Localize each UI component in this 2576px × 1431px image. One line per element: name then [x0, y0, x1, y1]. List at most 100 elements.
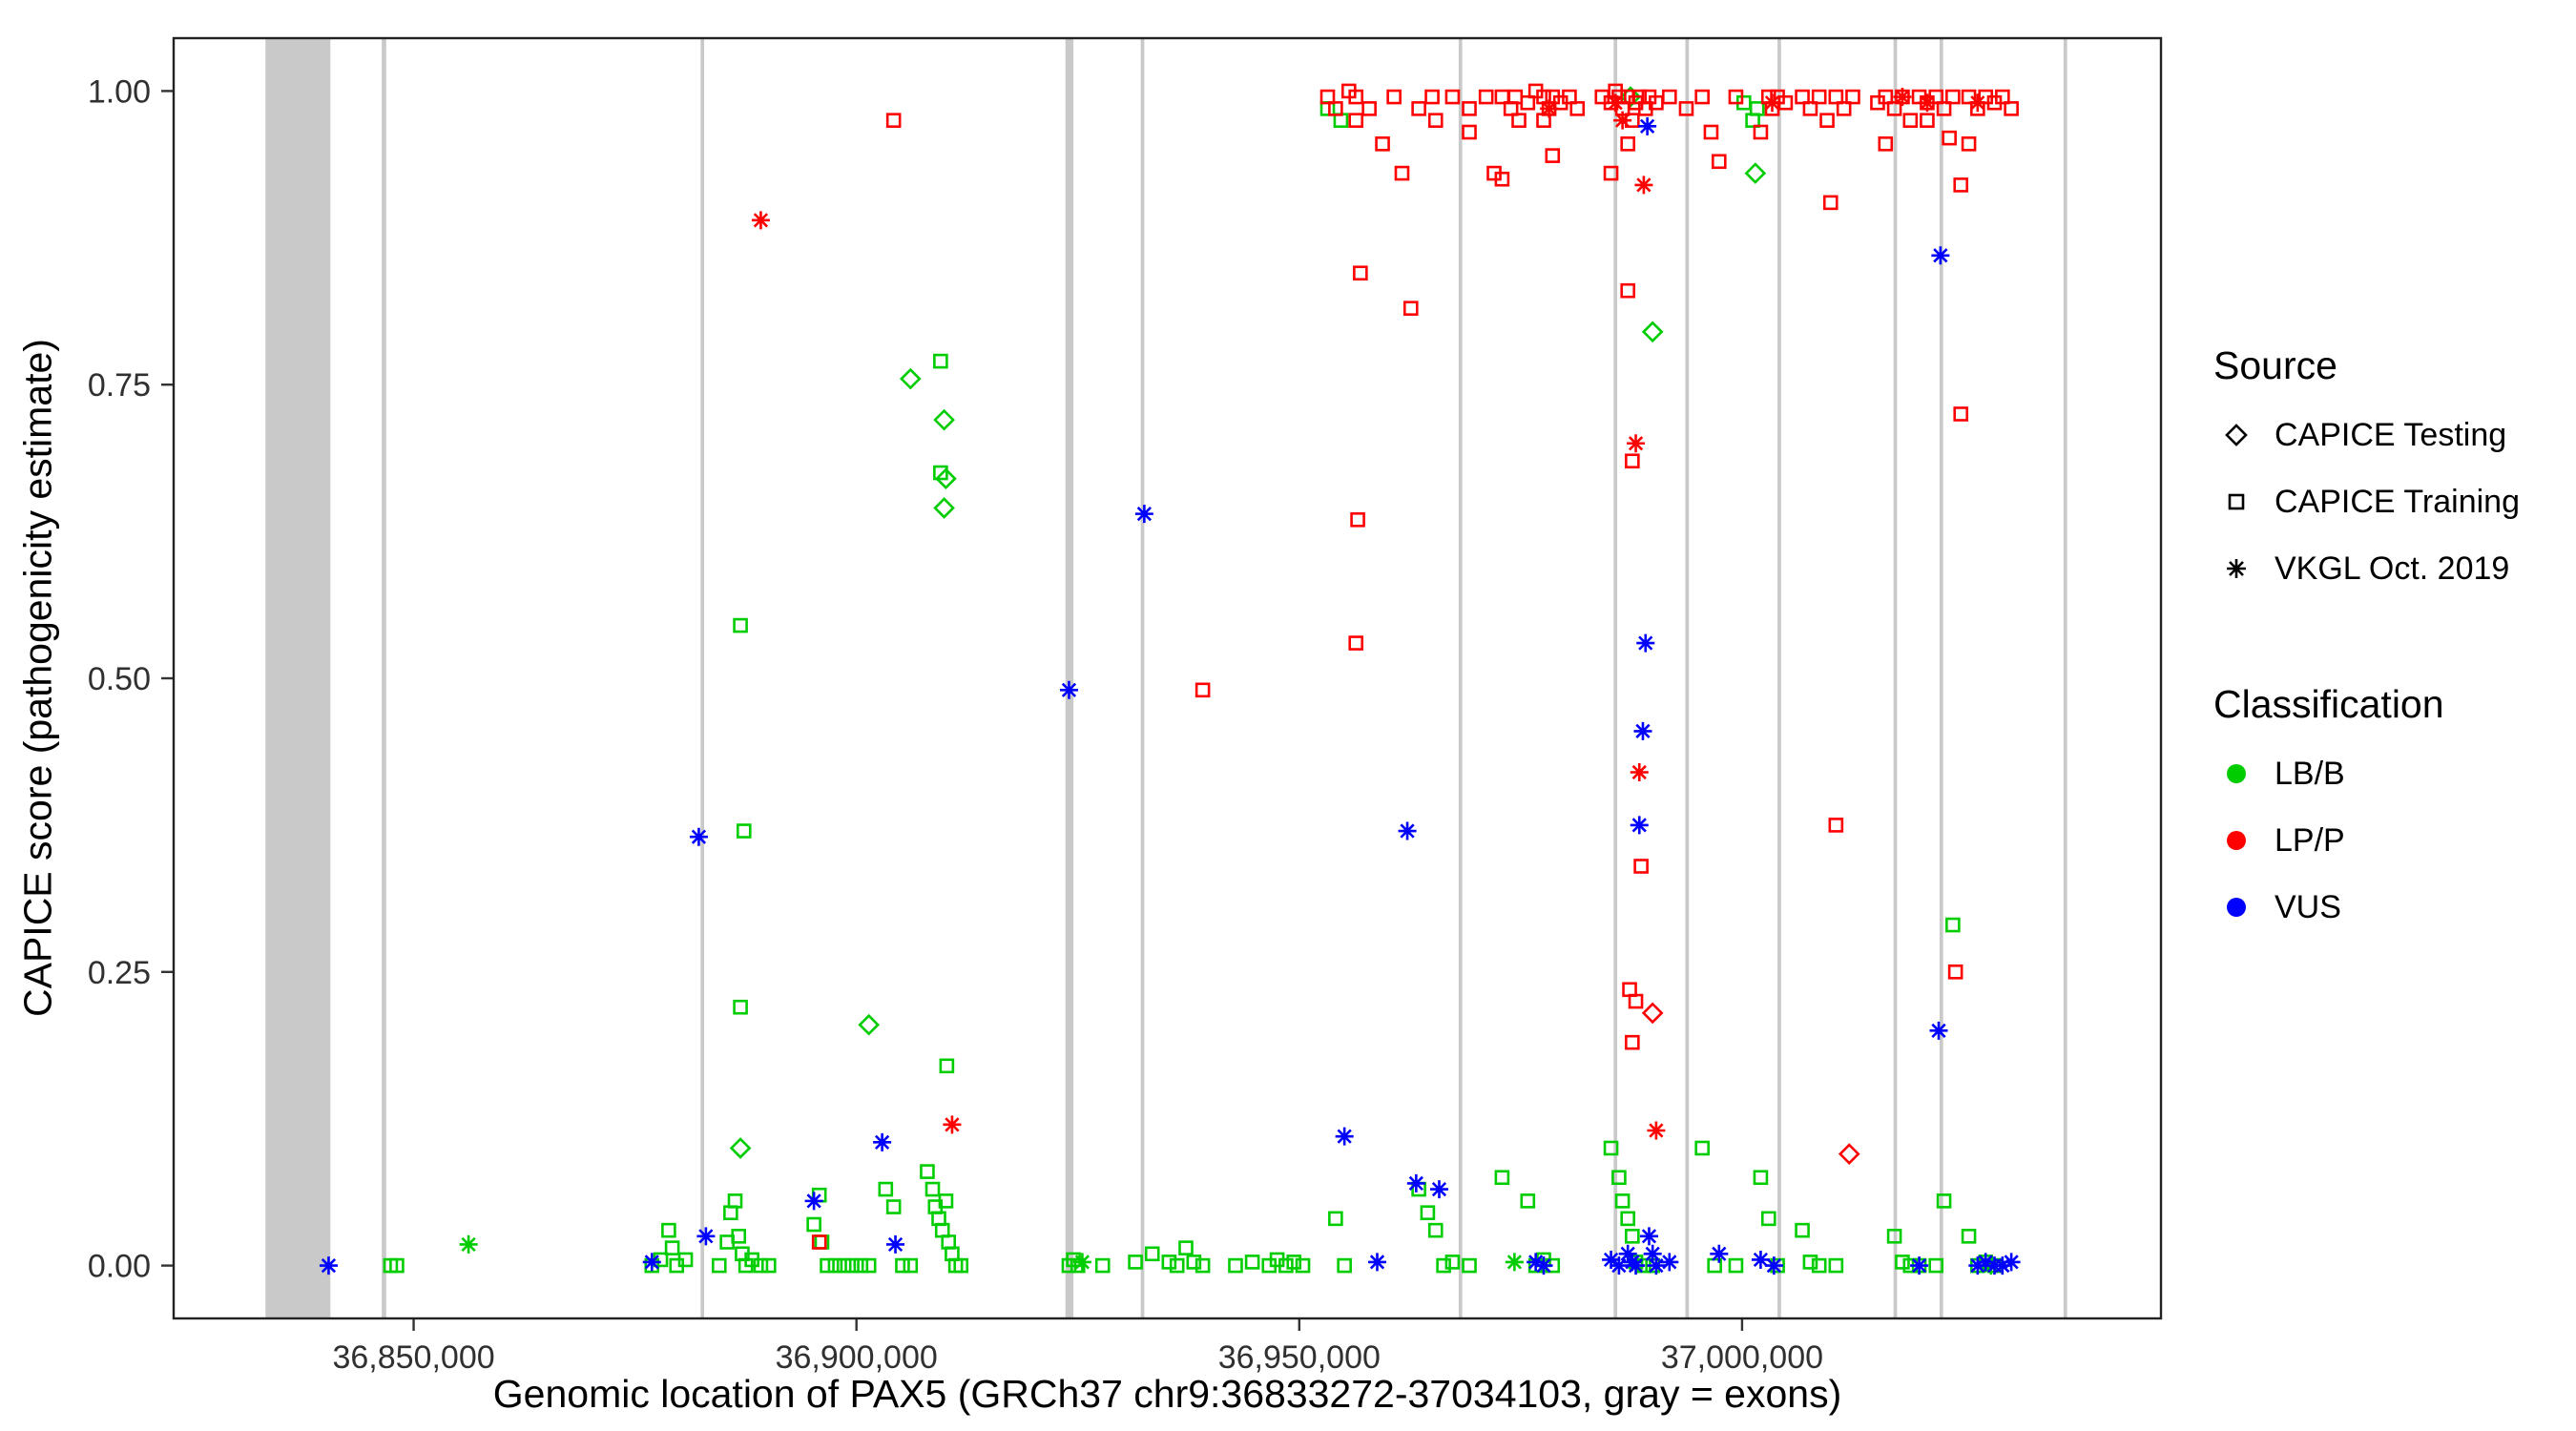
data-point — [820, 1257, 835, 1274]
data-point — [1828, 818, 1844, 833]
data-point — [1350, 511, 1365, 528]
y-axis-tick-label: 0.00 — [88, 1249, 151, 1285]
data-point — [1527, 1253, 1546, 1272]
data-point — [1968, 1256, 1987, 1275]
data-point — [1169, 1257, 1185, 1274]
data-point — [861, 1257, 877, 1274]
data-point — [677, 1252, 694, 1268]
exon-band — [382, 38, 386, 1318]
data-point — [811, 1234, 827, 1250]
data-point — [1968, 93, 1987, 113]
data-point — [938, 1193, 954, 1209]
data-point — [1920, 113, 1935, 128]
exon-band — [265, 38, 331, 1318]
data-point — [1836, 101, 1852, 116]
data-point — [1228, 1257, 1243, 1274]
exon-band — [1613, 38, 1618, 1318]
data-point — [1319, 89, 1336, 105]
legend-label: VUS — [2275, 888, 2341, 925]
panel-border — [172, 36, 2163, 1320]
data-point — [1961, 1229, 1977, 1244]
data-point — [1838, 1143, 1860, 1165]
data-point — [1186, 1255, 1202, 1270]
exon-band — [1777, 38, 1781, 1318]
data-point — [827, 1257, 843, 1274]
data-point — [1411, 101, 1426, 116]
data-point — [1630, 762, 1649, 781]
data-point — [1562, 89, 1577, 105]
data-point — [1610, 1256, 1629, 1275]
data-point — [459, 1234, 478, 1254]
legend-item-vus: VUS — [2213, 874, 2568, 941]
data-point — [1822, 195, 1839, 211]
data-point — [1625, 1229, 1640, 1244]
data-point — [1278, 1257, 1294, 1274]
data-point — [1328, 101, 1343, 116]
data-point — [1763, 93, 1781, 113]
data-point — [804, 1192, 823, 1211]
data-point — [1337, 1257, 1352, 1274]
data-point — [1795, 1222, 1810, 1238]
data-point — [1643, 1244, 1662, 1263]
data-point — [1520, 94, 1536, 111]
data-point — [1424, 89, 1440, 105]
diamond-icon — [2225, 424, 2248, 446]
data-point — [1398, 821, 1417, 840]
data-point — [1641, 321, 1664, 343]
data-point — [1614, 1193, 1631, 1209]
data-point — [731, 1229, 747, 1244]
data-point — [1936, 101, 1952, 116]
data-point — [1444, 89, 1461, 105]
data-point — [1647, 1256, 1666, 1275]
y-axis-tick-label: 0.50 — [88, 661, 151, 697]
data-point — [933, 465, 948, 481]
data-point — [1134, 505, 1153, 524]
data-point — [1947, 964, 1963, 980]
data-point — [1886, 101, 1902, 116]
data-point — [1613, 111, 1632, 130]
data-point — [844, 1257, 860, 1274]
data-point — [1893, 88, 1912, 107]
data-point — [1945, 917, 1961, 933]
data-point — [1627, 434, 1646, 453]
legend-item-capice-testing: CAPICE Testing — [2213, 402, 2568, 468]
data-point — [1760, 1211, 1776, 1227]
data-point — [1462, 1257, 1477, 1274]
data-point — [1534, 1256, 1553, 1275]
data-point — [1620, 282, 1635, 299]
data-point — [1436, 1257, 1451, 1274]
data-point — [920, 1164, 935, 1179]
data-point — [1795, 89, 1810, 105]
data-point — [1811, 1257, 1827, 1274]
lpp-color-dot-icon — [2227, 831, 2246, 850]
data-point — [1744, 162, 1767, 184]
data-point — [319, 1256, 338, 1275]
legend: Source CAPICE Testing CAPICE Training VK… — [2213, 343, 2568, 941]
exon-band — [2063, 38, 2067, 1318]
data-point — [1749, 101, 1765, 116]
data-point — [903, 1257, 919, 1274]
data-point — [2002, 1253, 2021, 1272]
data-point — [733, 617, 748, 633]
data-point — [1633, 721, 1652, 740]
exon-band — [1065, 38, 1074, 1318]
data-point — [1618, 1244, 1637, 1263]
data-point — [1462, 101, 1477, 116]
data-point — [885, 1199, 902, 1214]
legend-label: LP/P — [2275, 821, 2345, 859]
data-point — [1819, 113, 1835, 128]
data-point — [1641, 1002, 1664, 1025]
data-point — [1828, 1257, 1844, 1274]
data-point — [2004, 101, 2019, 116]
data-point — [933, 497, 955, 519]
legend-item-capice-training: CAPICE Training — [2213, 468, 2568, 535]
data-point — [933, 408, 955, 431]
exon-band — [1685, 38, 1690, 1318]
data-point — [1622, 982, 1637, 998]
data-point — [1694, 89, 1710, 105]
data-point — [806, 1216, 821, 1233]
data-point — [1375, 136, 1390, 152]
x-axis-tick-label: 37,000,000 — [1661, 1339, 1823, 1376]
data-point — [1368, 1253, 1386, 1272]
